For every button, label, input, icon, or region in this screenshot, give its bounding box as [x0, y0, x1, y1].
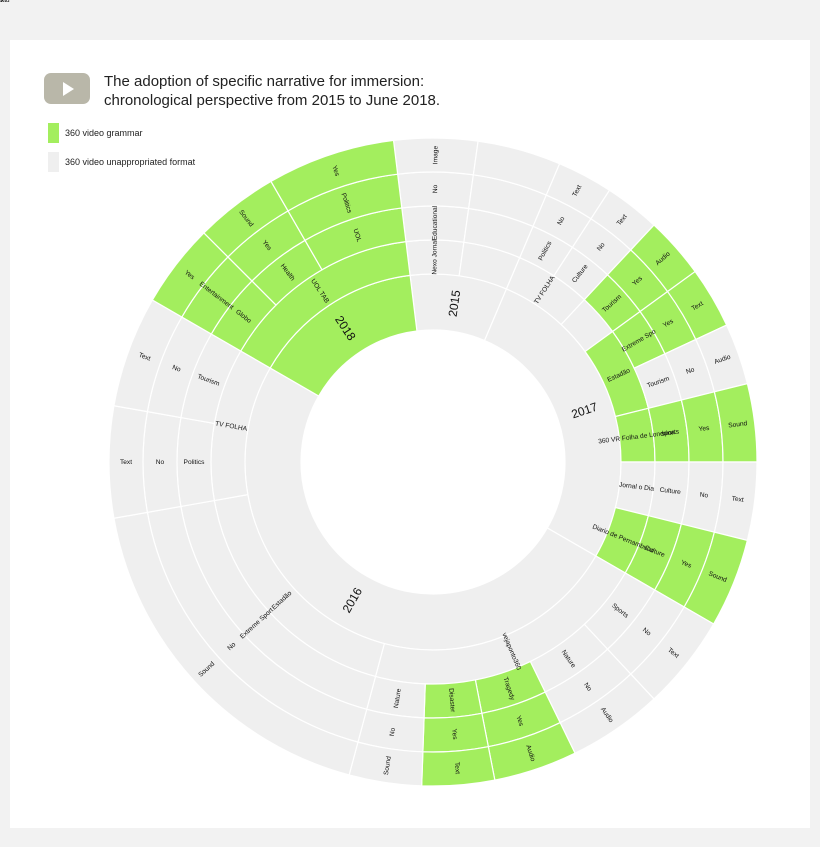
segment-label-sports: sports	[661, 428, 680, 437]
segment-label-no: No	[432, 184, 439, 193]
segment-label-no: No	[556, 215, 566, 226]
segment-label-text: Text	[731, 495, 744, 503]
segment-label-sound: Sound	[728, 420, 748, 429]
segment-label-no: No	[685, 366, 696, 376]
segment-label-disaster: Disaster	[447, 688, 456, 713]
segment-label-nature: Nature	[393, 688, 403, 709]
segment-label-text: Text	[571, 184, 583, 198]
segment-label-no: No	[641, 627, 652, 638]
chart-title-line-1: The adoption of specific narrative for i…	[104, 73, 425, 90]
segment-label-no: No	[389, 727, 397, 737]
legend-swatch-grammar	[48, 123, 59, 143]
segment-ring4-yes[interactable]	[270, 139, 399, 212]
segment-label-yes: Yes	[662, 318, 675, 330]
segment-label-nexo-jornal: Nexo Jornal	[431, 239, 438, 275]
segment-label-uol: UOL	[351, 228, 362, 243]
segment-label-no: No	[699, 492, 709, 500]
segment-label-yes: Yes	[680, 559, 693, 570]
segment-label-sound: Sound	[0, 0, 10, 4]
segment-label-no: No	[582, 682, 593, 693]
chart-title: The adoption of specific narrative for i…	[104, 72, 624, 110]
chart-title-line-2: chronological perspective from 2015 to J…	[104, 92, 441, 109]
legend-label-grammar: 360 video grammar	[65, 128, 143, 138]
segment-label-no: No	[596, 241, 607, 252]
segment-label-yes: Yes	[330, 165, 340, 178]
segment-label-culture: Culture	[659, 487, 681, 497]
segment-label-text: Text	[138, 352, 152, 363]
segment-label-yes: Yes	[514, 715, 524, 728]
segment-label-educational: Educational	[432, 205, 439, 240]
segment-label-sound: Sound	[383, 755, 393, 775]
legend-swatch-unappropriated	[48, 152, 59, 172]
segment-label-jornal-o-dia: Jornal o Dia	[619, 482, 655, 493]
segment-label-politics: Politics	[184, 459, 206, 466]
segment-label-text: Text	[453, 762, 461, 775]
segment-label-2015: 2015	[446, 289, 464, 318]
segment-label-image: Image	[432, 145, 439, 164]
segment-label-text: Text	[120, 459, 132, 466]
segment-label-no: No	[171, 364, 182, 374]
legend-label-unappropriated: 360 video unappropriated format	[65, 157, 196, 167]
play-button-icon[interactable]	[44, 73, 90, 104]
segment-label-text: Text	[0, 0, 6, 4]
segment-label-no: No	[226, 641, 237, 652]
segment-label-yes: Yes	[698, 425, 710, 433]
segment-label-yes: Yes	[450, 729, 458, 741]
segment-label-no: No	[156, 459, 165, 466]
